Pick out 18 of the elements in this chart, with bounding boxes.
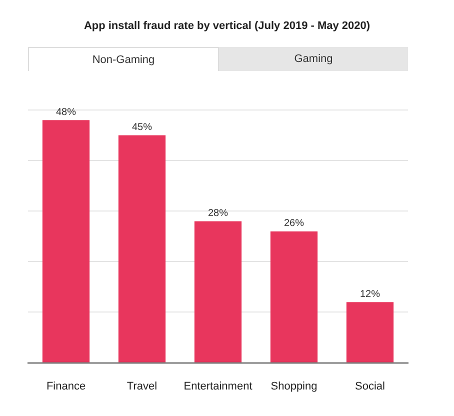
bar bbox=[194, 221, 242, 362]
x-tick-label: Travel bbox=[126, 380, 158, 392]
data-label: 48% bbox=[56, 106, 76, 118]
bar bbox=[270, 231, 318, 362]
x-tick-label: Shopping bbox=[270, 380, 318, 392]
text: Non-Gaming bbox=[28, 47, 219, 71]
bar bbox=[346, 302, 394, 362]
chart-title: App install fraud rate by vertical (July 2019 - May 2020) bbox=[82, 20, 372, 32]
x-tick-label: Social bbox=[355, 380, 385, 392]
text: Gaming bbox=[219, 47, 408, 71]
x-tick-label: Entertainment bbox=[184, 380, 252, 392]
bar bbox=[42, 120, 90, 362]
data-label: 45% bbox=[132, 122, 152, 134]
data-label: 12% bbox=[360, 288, 380, 300]
x-tick-label: Finance bbox=[46, 380, 86, 392]
data-label: 28% bbox=[208, 208, 228, 219]
data-label: 26% bbox=[284, 218, 304, 230]
bar bbox=[118, 135, 166, 362]
